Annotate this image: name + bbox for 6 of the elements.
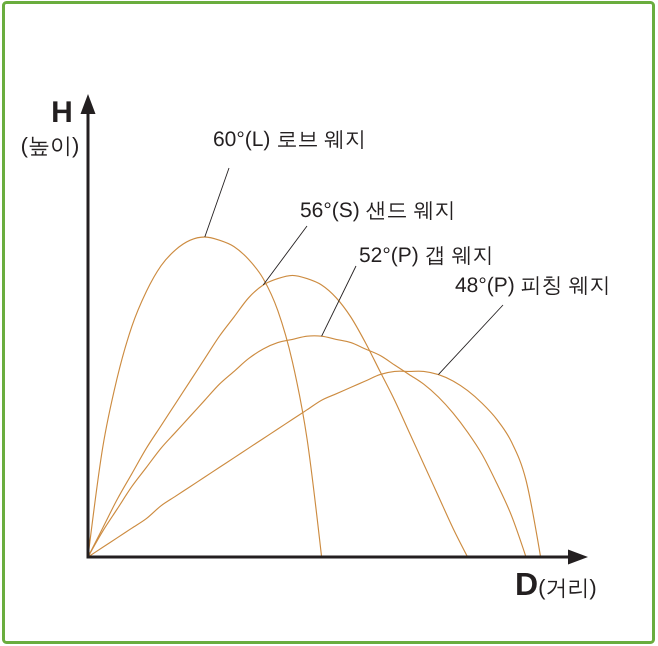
y-axis-title: H (높이) [20, 96, 80, 158]
text: 52°(P) 갭 웨지 [359, 244, 494, 267]
text: 60°(L) 로브 웨지 [213, 128, 366, 151]
text: 56°(S) 샌드 웨지 [300, 199, 456, 222]
text: 48°(P) 피칭 웨지 [455, 274, 610, 297]
x-axis-title: D(거리) [515, 566, 597, 602]
